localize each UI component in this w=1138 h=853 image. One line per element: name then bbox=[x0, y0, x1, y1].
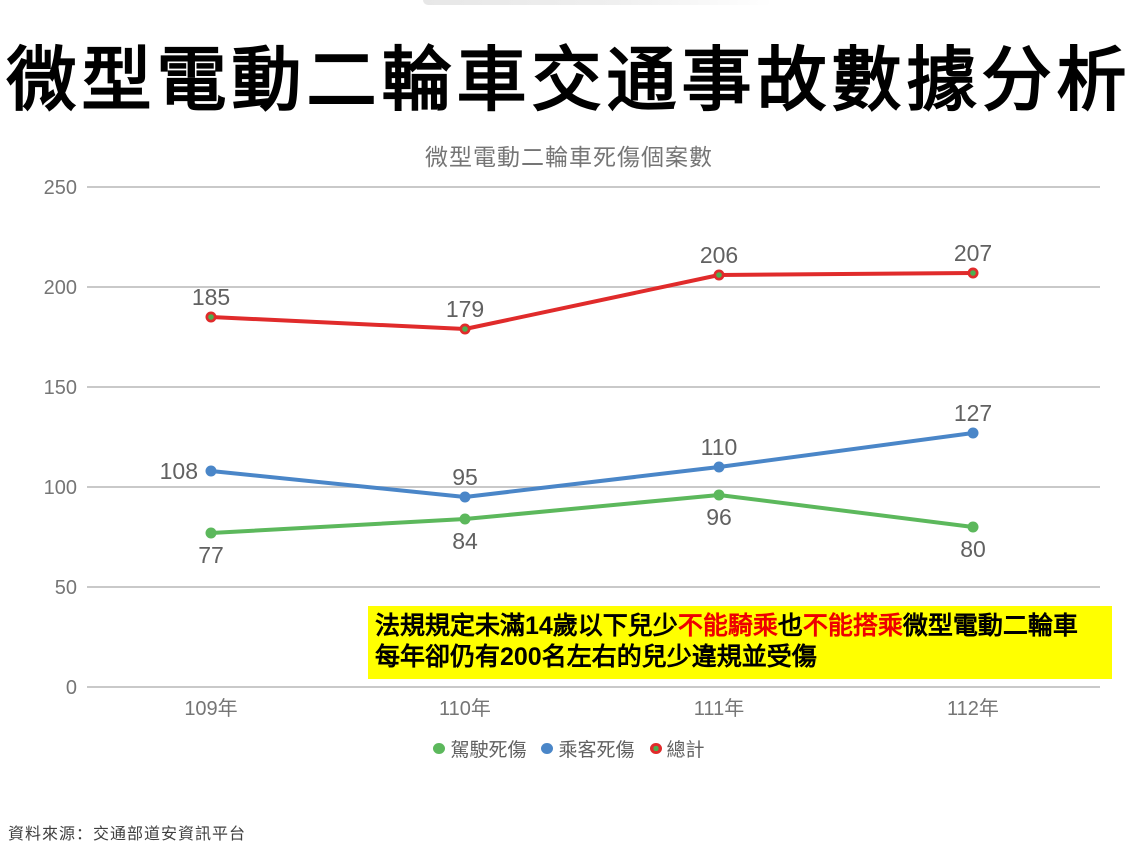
data-point bbox=[205, 527, 217, 539]
series-line bbox=[210, 431, 974, 499]
series-line bbox=[210, 493, 974, 535]
x-tick-label: 111年 bbox=[694, 697, 744, 720]
data-label: 185 bbox=[192, 284, 230, 310]
data-label: 80 bbox=[960, 536, 986, 562]
data-label: 84 bbox=[452, 528, 478, 554]
annotation-text-red: 不能搭乘 bbox=[802, 612, 903, 640]
y-tick-label: 250 bbox=[44, 177, 77, 199]
data-point-center bbox=[970, 270, 976, 276]
annotation-box: 法規規定未滿14歲以下兒少不能騎乘也不能搭乘微型電動二輪車 每年卻仍有200名左… bbox=[368, 606, 1112, 679]
legend-label: 乘客死傷 bbox=[558, 740, 635, 761]
data-point-center bbox=[208, 314, 214, 320]
data-point bbox=[967, 521, 979, 533]
data-point bbox=[459, 491, 471, 503]
data-label: 108 bbox=[160, 458, 198, 484]
x-tick-label: 109年 bbox=[184, 697, 237, 720]
page-title: 微型電動二輪車交通事故數據分析 bbox=[6, 41, 1132, 119]
data-point-center bbox=[716, 272, 722, 278]
data-label: 179 bbox=[446, 296, 484, 322]
y-tick-label: 0 bbox=[66, 677, 77, 699]
series-line bbox=[210, 271, 974, 331]
driver-series-marker-icon bbox=[433, 743, 446, 754]
annotation-text: 也 bbox=[777, 612, 803, 640]
legend-item-total: 總計 bbox=[649, 735, 705, 762]
legend-label: 總計 bbox=[666, 740, 705, 761]
chart-title: 微型電動二輪車死傷個案數 bbox=[425, 144, 713, 170]
data-point-center bbox=[462, 326, 468, 332]
data-label: 207 bbox=[954, 240, 992, 266]
x-tick-label: 112年 bbox=[947, 697, 999, 720]
data-point bbox=[967, 427, 979, 439]
annotation-text: 微型電動二輪車 bbox=[902, 612, 1078, 640]
annotation-line2: 每年卻仍有200名左右的兒少違規並受傷 bbox=[375, 643, 817, 671]
data-label: 95 bbox=[452, 464, 478, 490]
data-point bbox=[713, 461, 725, 473]
data-point bbox=[459, 513, 471, 525]
data-point bbox=[205, 465, 217, 477]
legend-item-driver: 駕駛死傷 bbox=[433, 735, 526, 762]
total-series-marker-icon bbox=[649, 743, 662, 754]
y-tick-label: 200 bbox=[44, 277, 77, 299]
y-tick-label: 100 bbox=[44, 477, 77, 499]
data-label: 127 bbox=[954, 400, 992, 426]
passenger-series-marker-icon bbox=[541, 743, 554, 754]
data-label: 77 bbox=[198, 542, 224, 568]
annotation-line1: 法規規定未滿14歲以下兒少不能騎乘也不能搭乘微型電動二輪車 bbox=[375, 611, 1105, 642]
source-note: 資料來源：交通部道安資訊平台 bbox=[8, 826, 247, 843]
y-tick-label: 50 bbox=[55, 577, 77, 599]
legend-label: 駕駛死傷 bbox=[450, 740, 527, 761]
annotation-text: 法規規定未滿14歲以下兒少 bbox=[375, 612, 678, 640]
legend-item-passenger: 乘客死傷 bbox=[541, 735, 635, 762]
data-label: 110 bbox=[701, 434, 738, 460]
top-edge-artifact bbox=[423, 0, 773, 5]
chart-legend: 駕駛死傷 乘客死傷 總計 bbox=[0, 735, 1138, 762]
x-tick-label: 110年 bbox=[439, 697, 491, 720]
data-label: 206 bbox=[700, 242, 738, 268]
y-tick-label: 150 bbox=[44, 377, 77, 399]
data-point bbox=[713, 489, 725, 501]
annotation-text-red: 不能騎乘 bbox=[677, 612, 778, 640]
data-label: 96 bbox=[706, 504, 732, 530]
